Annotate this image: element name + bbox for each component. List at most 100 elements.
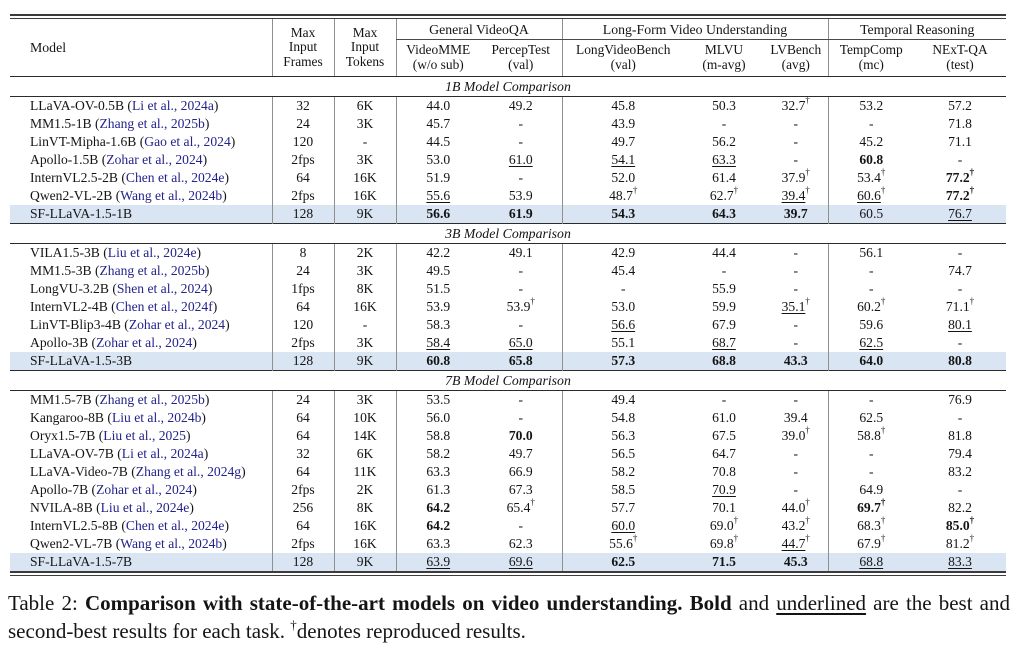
metric-cell: 69.0†	[709, 515, 739, 533]
metric-cell: 67.5	[712, 428, 736, 443]
metric-cell: 44.4	[712, 245, 736, 260]
metric-cell: 83.3	[914, 553, 1006, 571]
model-name: Apollo-1.5B	[30, 152, 99, 167]
table-row: LLaVA-OV-7B (Li et al., 2024a) 32 6K 58.2 49…	[10, 445, 1006, 463]
caption-text: Comparison with state-of-the-art models …	[84, 591, 732, 615]
max-frames-cell: 128	[271, 553, 334, 571]
table-row: VILA1.5-3B (Liu et al., 2024e) 8 2K 42.2 49.…	[10, 243, 1006, 262]
metric-cell: 53.0	[561, 298, 684, 316]
metric-cell: 49.7	[561, 133, 684, 151]
model-name: Qwen2-VL-2B	[30, 188, 113, 203]
citation-link[interactable]: Chen et al., 2024f	[115, 299, 213, 314]
model-cell: SF-LLaVA-1.5-3B	[10, 352, 272, 371]
max-frames-cell: 120	[271, 316, 334, 334]
caption-text: are the best and second-best results for…	[8, 591, 1011, 643]
table-row: Qwen2-VL-7B (Wang et al., 2024b) 2fps 16K 6…	[10, 533, 1006, 553]
metric-cell: 68.8	[684, 352, 764, 371]
citation-link[interactable]: Gao et al., 2024	[144, 134, 231, 149]
max-tokens-cell: 16K	[333, 517, 396, 535]
citation-link[interactable]: Zohar et al., 2024	[96, 482, 193, 497]
metric-cell: 53.9	[508, 188, 533, 203]
metric-cell: 55.1	[561, 334, 684, 352]
citation-link[interactable]: Chen et al., 2024e	[125, 170, 225, 185]
max-frames-cell: 1fps	[271, 280, 334, 298]
metric-cell: 71.8	[948, 116, 972, 131]
model-name: Kangaroo-8B	[30, 410, 104, 425]
citation-link[interactable]: Zhang et al., 2025b	[99, 392, 205, 407]
citation-link[interactable]: Wang et al., 2024b	[120, 188, 223, 203]
metric-cell: 81.2†	[945, 533, 975, 551]
citation-link[interactable]: Zohar et al., 2024	[106, 152, 203, 167]
table-row: SF-LLaVA-1.5-7B 128 9K 63.9 69.6 62.5 71.5 45.3…	[10, 553, 1006, 571]
model-cell: Apollo-1.5B (Zohar et al., 2024)	[30, 152, 208, 167]
citation-link[interactable]: Liu et al., 2024b	[111, 410, 202, 425]
table-caption: Table 2: Comparison with state-of-the-ar…	[8, 591, 1011, 643]
metric-cell: -	[793, 335, 799, 350]
table-row: Qwen2-VL-2B (Wang et al., 2024b) 2fps 16K 5…	[10, 186, 1006, 205]
citation-link[interactable]: Liu et al., 2025	[103, 428, 186, 443]
citation-link[interactable]: Liu et al., 2024e	[107, 245, 197, 260]
model-name: Qwen2-VL-7B	[30, 536, 113, 551]
group-header-general-videoqa: General VideoQA	[395, 19, 562, 40]
model-cell: VILA1.5-3B (Liu et al., 2024e)	[30, 245, 202, 260]
citation-link[interactable]: Wang et al., 2024b	[120, 536, 223, 551]
metric-cell: 81.8	[948, 428, 972, 443]
metric-cell: -	[827, 262, 914, 280]
table-row: Apollo-1.5B (Zohar et al., 2024) 2fps 3K 53…	[10, 151, 1006, 169]
model-cell: MM1.5-3B (Zhang et al., 2025b)	[30, 263, 210, 278]
citation-link[interactable]: Chen et al., 2024e	[125, 518, 225, 533]
citation-link[interactable]: Zohar et al., 2024	[96, 335, 193, 350]
col-header-lvbench: LVBench (avg)	[764, 39, 828, 77]
metric-cell: 62.5	[827, 334, 914, 352]
metric-cell: 54.1	[561, 151, 684, 169]
max-tokens-cell: 9K	[333, 205, 396, 224]
metric-cell: 55.6†	[561, 534, 684, 553]
metric-cell: 67.9†	[827, 534, 914, 553]
citation-link[interactable]: Li et al., 2024a	[131, 98, 214, 113]
metric-cell: -	[518, 410, 524, 425]
metric-cell: -	[827, 390, 914, 409]
metric-cell: -	[827, 280, 914, 298]
model-cell: SF-LLaVA-1.5-1B	[10, 205, 272, 224]
metric-cell: 61.4	[712, 170, 736, 185]
metric-cell: 58.4	[395, 334, 480, 352]
citation-link[interactable]: Zhang et al., 2025b	[99, 263, 205, 278]
citation-link[interactable]: Zhang et al., 2025b	[99, 116, 205, 131]
metric-cell: 56.0	[395, 409, 480, 427]
citation-link[interactable]: Li et al., 2024a	[121, 446, 204, 461]
max-tokens-cell: 9K	[333, 553, 396, 571]
citation-link[interactable]: Zhang et al., 2024g	[135, 464, 242, 479]
metric-cell: 49.2	[508, 98, 533, 113]
metric-cell: -	[793, 134, 799, 149]
metric-cell: 44.0†	[781, 497, 810, 515]
table-row: InternVL2.5-2B (Chen et al., 2024e) 64 16K…	[10, 168, 1006, 187]
citation-link[interactable]: Shen et al., 2024	[116, 281, 208, 296]
citation-link[interactable]: Zohar et al., 2024	[128, 317, 226, 332]
max-tokens-cell: 3K	[333, 115, 396, 133]
max-tokens-cell: 2K	[333, 481, 396, 499]
model-name: SF-LLaVA-1.5-1B	[30, 206, 133, 221]
citation-link[interactable]: Liu et al., 2024e	[100, 500, 190, 515]
max-frames-cell: 64	[271, 169, 334, 187]
metric-cell: 69.6	[480, 553, 562, 571]
table-row: LongVU-3.2B (Shen et al., 2024) 1fps 8K 51.…	[10, 280, 1006, 298]
metric-cell: 57.3	[561, 352, 684, 371]
metric-cell: 61.0	[508, 152, 533, 167]
col-header-tempcomp: TempComp (mc)	[827, 39, 914, 77]
metric-cell: 56.5	[561, 445, 684, 463]
metric-cell: 44.0	[395, 96, 480, 115]
metric-cell: 56.3	[561, 427, 684, 445]
metric-cell: 45.7	[395, 115, 480, 133]
max-tokens-cell: 16K	[333, 169, 396, 187]
metric-cell: 56.2	[712, 134, 736, 149]
metric-cell: 61.9	[480, 205, 562, 224]
metric-cell: -	[957, 482, 963, 497]
metric-cell: 49.5	[395, 262, 480, 280]
group-header-long-form-video-understanding: Long-Form Video Understanding	[561, 19, 828, 40]
metric-cell: 56.1	[827, 243, 914, 262]
sub-header-row: VideoMME (w/o sub) PercepTest (val) Long…	[10, 39, 1006, 77]
caption-text: underlined	[776, 591, 867, 615]
model-name: LLaVA-OV-7B	[30, 446, 114, 461]
metric-cell: -	[827, 115, 914, 133]
